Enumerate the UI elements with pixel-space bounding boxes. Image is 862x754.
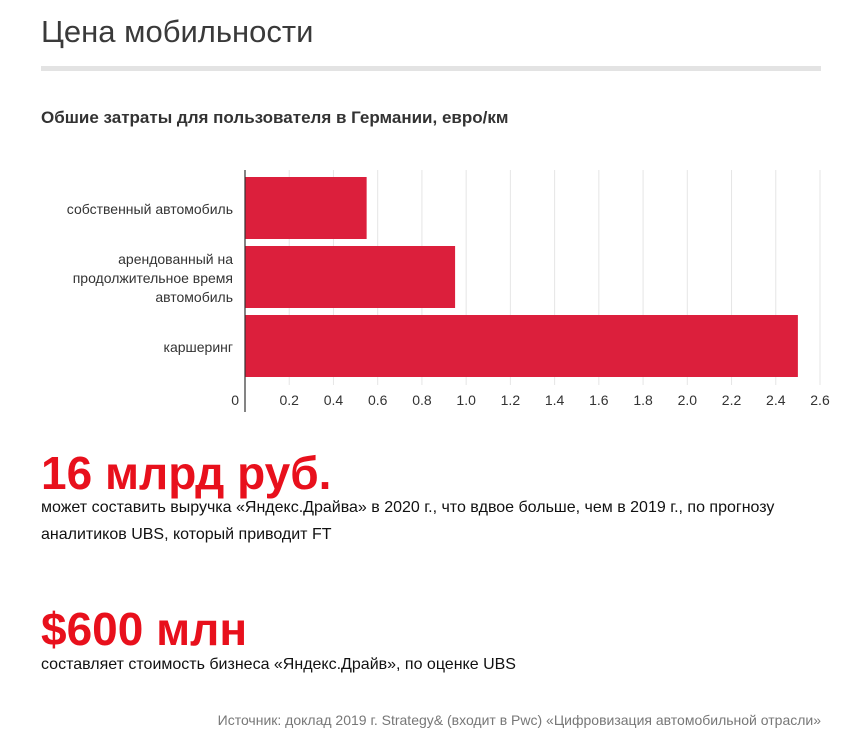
x-tick-label: 0.4 — [324, 392, 344, 408]
title-divider — [41, 66, 821, 71]
category-label: каршеринг — [164, 339, 233, 355]
x-tick-label: 0.2 — [279, 392, 299, 408]
chart-bars — [245, 177, 798, 377]
x-tick-label: 0.8 — [412, 392, 432, 408]
bar-chart: собственный автомобиль арендованный на про… — [67, 170, 830, 412]
x-tick-label: 2.4 — [766, 392, 786, 408]
bar — [245, 177, 367, 239]
page-title: Цена мобильности — [41, 14, 314, 49]
category-label: арендованный на продолжительное время авто… — [73, 251, 234, 305]
source-note: Источник: доклад 2019 г. Strategy& (вход… — [217, 712, 821, 728]
x-tick-label: 1.4 — [545, 392, 565, 408]
stat-description-revenue: может составить выручка «Яндекс.Драйва» … — [41, 499, 775, 543]
x-tick-label: 1.0 — [456, 392, 476, 408]
stat-value-valuation: $600 млн — [41, 603, 248, 655]
x-tick-label: 2.2 — [722, 392, 742, 408]
x-tick-label: 1.2 — [501, 392, 521, 408]
bar — [245, 315, 798, 377]
x-tick-label: 2.6 — [810, 392, 830, 408]
x-tick-label: 0 — [231, 392, 239, 408]
x-tick-label: 1.6 — [589, 392, 609, 408]
category-label: собственный автомобиль — [67, 201, 233, 217]
stat-value-revenue: 16 млрд руб. — [41, 447, 332, 499]
x-tick-label: 1.8 — [633, 392, 653, 408]
chart-category-labels: собственный автомобиль арендованный на про… — [67, 201, 233, 355]
x-tick-label: 2.0 — [678, 392, 698, 408]
chart-x-tick-labels: 0 0.2 0.4 0.6 0.8 1.0 1.2 1.4 1.6 1.8 2.0 2.2 2.4 2.6 — [231, 392, 830, 408]
bar — [245, 246, 456, 308]
stat-description-valuation: составляет стоимость бизнеса «Яндекс.Дра… — [41, 656, 516, 673]
x-tick-label: 0.6 — [368, 392, 388, 408]
chart-title: Обшие затраты для пользователя в Германи… — [41, 108, 509, 127]
